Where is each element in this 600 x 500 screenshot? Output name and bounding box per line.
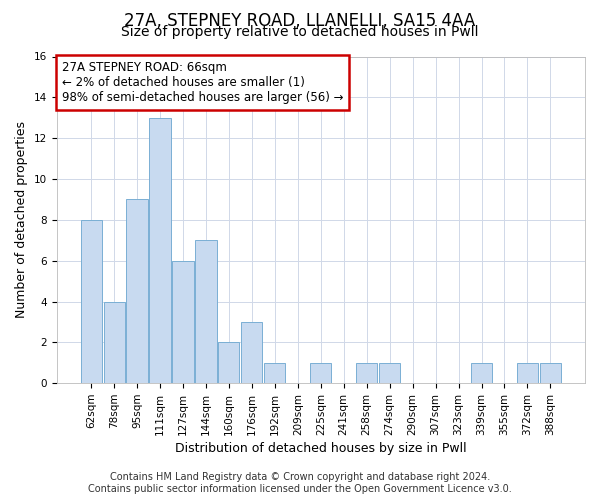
Text: Contains HM Land Registry data © Crown copyright and database right 2024.
Contai: Contains HM Land Registry data © Crown c… [88,472,512,494]
Bar [218,342,239,383]
Bar [540,363,561,383]
Bar [241,322,262,383]
Bar [127,200,148,383]
Text: 27A, STEPNEY ROAD, LLANELLI, SA15 4AA: 27A, STEPNEY ROAD, LLANELLI, SA15 4AA [124,12,476,30]
Bar [356,363,377,383]
Bar [517,363,538,383]
Bar [104,302,125,383]
Text: Size of property relative to detached houses in Pwll: Size of property relative to detached ho… [121,25,479,39]
Bar [196,240,217,383]
Bar [471,363,492,383]
Bar [172,260,194,383]
Bar [264,363,286,383]
X-axis label: Distribution of detached houses by size in Pwll: Distribution of detached houses by size … [175,442,467,455]
Text: 27A STEPNEY ROAD: 66sqm
← 2% of detached houses are smaller (1)
98% of semi-deta: 27A STEPNEY ROAD: 66sqm ← 2% of detached… [62,62,343,104]
Bar [149,118,170,383]
Y-axis label: Number of detached properties: Number of detached properties [15,122,28,318]
Bar [80,220,101,383]
Bar [379,363,400,383]
Bar [310,363,331,383]
